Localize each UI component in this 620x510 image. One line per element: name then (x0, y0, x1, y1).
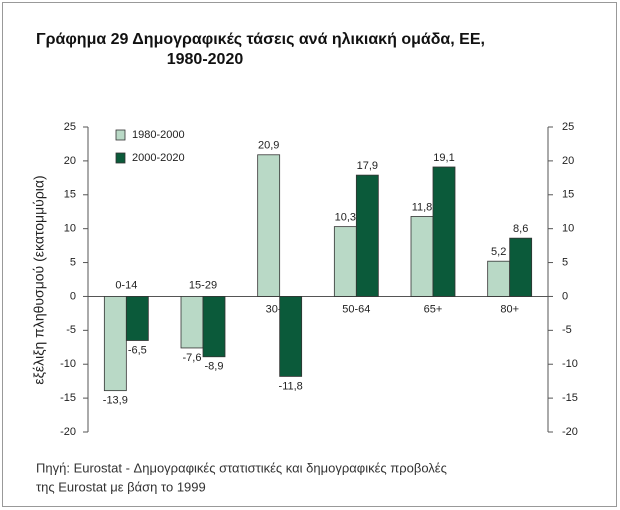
value-label: 17,9 (357, 160, 378, 172)
bar (257, 154, 281, 297)
value-label: 11,8 (412, 201, 433, 213)
value-label: 20,9 (258, 140, 279, 152)
x-tick-label: 0-14 (115, 279, 137, 291)
value-label: 10,3 (335, 212, 356, 224)
bar (103, 296, 127, 392)
value-label: 8,6 (513, 223, 528, 235)
y-tick-label: -10 (60, 358, 76, 370)
bar (509, 237, 533, 297)
value-label: -11,8 (279, 380, 303, 392)
bar (432, 166, 456, 297)
legend-swatch (115, 129, 126, 141)
legend-swatch (115, 152, 126, 164)
y-tick-label: 5 (70, 256, 76, 268)
x-tick-label: 50-64 (342, 303, 370, 315)
y2-tick-label: 20 (562, 155, 574, 167)
source: Πηγή: Eurostat - Δημογραφικές στατιστικέ… (36, 460, 447, 475)
y2-tick-label: 5 (562, 256, 568, 268)
x-tick-label: 80+ (500, 303, 519, 315)
y2-tick-label: -10 (562, 358, 578, 370)
y-tick-label: 0 (70, 290, 76, 302)
bar (180, 296, 204, 349)
bar (202, 296, 226, 358)
y2-tick-label: 25 (562, 121, 574, 133)
value-label: -7,6 (183, 352, 202, 364)
value-label: 5,2 (491, 246, 506, 258)
bar (487, 260, 511, 297)
y-tick-label: -20 (60, 426, 76, 438)
y-tick-label: 25 (64, 121, 76, 133)
y2-tick-label: -20 (562, 426, 578, 438)
bar (333, 226, 357, 297)
value-label: 19,1 (433, 152, 454, 164)
source: της Eurostat με βάση το 1999 (36, 479, 206, 494)
chart-title: 1980-2020 (167, 51, 244, 68)
y2-tick-label: 10 (562, 223, 574, 235)
y-tick-label: 20 (64, 155, 76, 167)
legend-label: 2000-2020 (132, 152, 185, 164)
chart-title: Γράφημα 29 Δημογραφικές τάσεις ανά ηλικι… (36, 31, 485, 48)
y-tick-label: -5 (66, 324, 76, 336)
y-axis-label: εξέλιξη πληθυσμού (εκατομμύρια) (31, 175, 47, 384)
y-tick-label: 10 (64, 223, 76, 235)
y2-tick-label: -5 (562, 324, 572, 336)
y2-tick-label: -15 (562, 392, 578, 404)
y2-tick-label: 0 (562, 290, 568, 302)
value-label: -8,9 (205, 361, 224, 373)
y2-tick-label: 15 (562, 189, 574, 201)
bar (355, 174, 379, 297)
value-label: -13,9 (103, 395, 128, 407)
x-tick-label: 65+ (424, 303, 443, 315)
bar (125, 296, 149, 341)
x-tick-label: 15-29 (189, 279, 217, 291)
value-label: -6,5 (128, 344, 147, 356)
y-tick-label: -15 (60, 392, 76, 404)
legend-label: 1980-2000 (132, 129, 185, 141)
bar (410, 216, 434, 297)
y-tick-label: 15 (64, 189, 76, 201)
bar (279, 296, 303, 377)
